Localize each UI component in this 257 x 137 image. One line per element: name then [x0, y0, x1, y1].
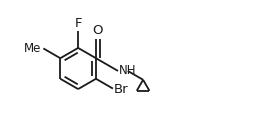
Text: Me: Me	[24, 42, 41, 55]
Text: NH: NH	[119, 64, 136, 77]
Text: F: F	[74, 17, 82, 30]
Text: Br: Br	[114, 83, 128, 96]
Text: O: O	[93, 24, 103, 37]
